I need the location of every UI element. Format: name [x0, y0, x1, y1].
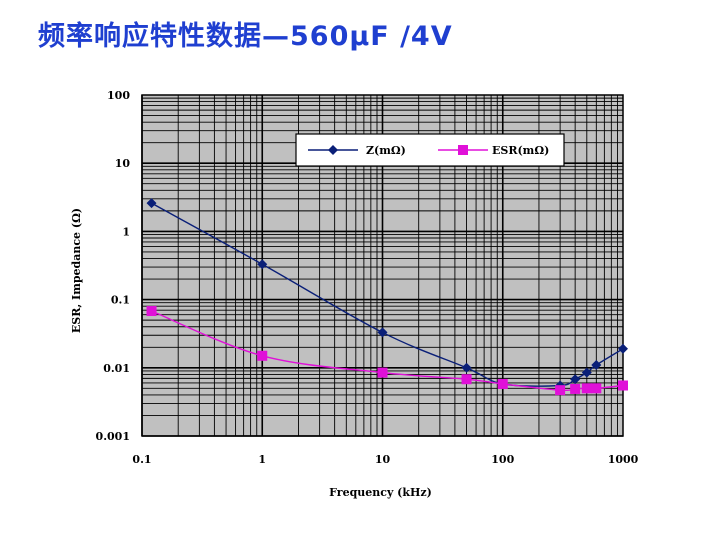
data-point-diamond — [377, 327, 388, 338]
data-point-square — [618, 380, 628, 391]
x-axis-ticks: 0.1 1 10 100 1000 — [132, 453, 638, 466]
legend-label: Z(mΩ) — [366, 144, 406, 157]
data-point-square — [458, 145, 468, 155]
x-tick-label: 1 — [258, 453, 266, 466]
data-point-diamond — [570, 374, 581, 385]
y-tick-label: 0.1 — [111, 294, 130, 307]
x-tick-label: 0.1 — [132, 453, 151, 466]
data-point-square — [570, 383, 581, 394]
x-tick-label: 1000 — [608, 453, 639, 466]
y-tick-label: 0.01 — [103, 362, 130, 375]
data-point-diamond — [328, 145, 338, 155]
data-point-square — [377, 367, 388, 378]
legend-label: ESR(mΩ) — [492, 144, 549, 157]
data-point-square — [257, 350, 268, 361]
y-tick-label: 10 — [115, 157, 131, 170]
y-tick-label: 0.001 — [96, 430, 130, 443]
data-point-diamond — [618, 343, 628, 354]
data-point-diamond — [591, 359, 602, 370]
series-layer — [146, 198, 628, 396]
legend: Z(mΩ) ESR(mΩ) — [295, 133, 565, 167]
data-point-square — [581, 383, 592, 394]
x-axis-title: Frequency (kHz) — [329, 486, 432, 499]
data-point-diamond — [461, 362, 472, 373]
y-tick-label: 100 — [107, 89, 130, 102]
data-point-diamond — [257, 259, 268, 270]
y-tick-label: 1 — [122, 225, 130, 238]
data-point-square — [555, 385, 566, 396]
data-point-square — [591, 383, 602, 394]
data-point-diamond — [146, 198, 157, 209]
y-axis-title: ESR, Impedance (Ω) — [70, 208, 83, 333]
series-esr — [146, 306, 628, 396]
x-tick-label: 10 — [375, 453, 391, 466]
grid-lines — [141, 95, 623, 437]
data-point-square — [146, 306, 157, 317]
y-axis-ticks: 0.001 0.01 0.1 1 10 100 — [96, 89, 131, 443]
x-tick-label: 100 — [491, 453, 514, 466]
data-point-square — [497, 378, 508, 389]
plot-frame — [141, 94, 624, 437]
data-point-square — [461, 374, 472, 385]
page-title: 频率响应特性数据—560μF /4V — [38, 21, 453, 52]
data-point-diamond — [581, 367, 592, 378]
